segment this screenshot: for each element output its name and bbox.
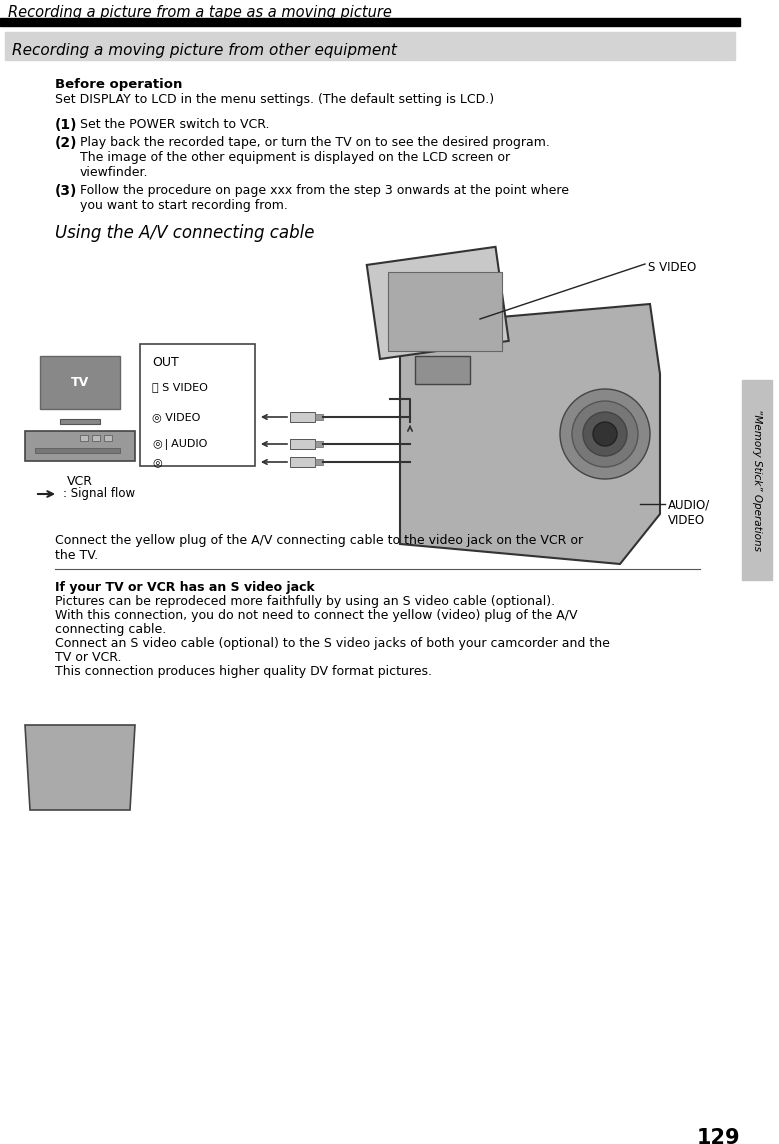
Text: VCR: VCR [67, 475, 93, 488]
Text: Play back the recorded tape, or turn the TV on to see the desired program.: Play back the recorded tape, or turn the… [80, 136, 550, 149]
Text: ◎❘AUDIO: ◎❘AUDIO [152, 439, 207, 450]
Bar [367, 247, 509, 359]
Text: Connect the yellow plug of the A/V connecting cable to the video jack on the VCR: Connect the yellow plug of the A/V conne… [55, 534, 583, 547]
Bar [92, 435, 100, 440]
Text: Follow the procedure on page xxx from the step 3 onwards at the point where: Follow the procedure on page xxx from th… [80, 184, 569, 197]
Text: (1): (1) [55, 118, 77, 132]
Bar [388, 272, 502, 351]
Text: (3): (3) [55, 184, 77, 198]
Text: Set DISPLAY to LCD in the menu settings. (The default setting is LCD.): Set DISPLAY to LCD in the menu settings.… [55, 93, 494, 106]
Bar [104, 435, 112, 440]
Text: viewfinder.: viewfinder. [80, 166, 149, 178]
Text: Before operation: Before operation [55, 78, 182, 92]
Text: If your TV or VCR has an S video jack: If your TV or VCR has an S video jack [55, 581, 315, 594]
Circle shape [560, 389, 650, 479]
Text: Connect an S video cable (optional) to the S video jacks of both your camcorder : Connect an S video cable (optional) to t… [55, 637, 610, 650]
Polygon shape [400, 304, 660, 564]
Text: S VIDEO: S VIDEO [648, 261, 696, 275]
Circle shape [583, 412, 627, 456]
Text: This connection produces higher quality DV format pictures.: This connection produces higher quality … [55, 665, 432, 678]
Text: the TV.: the TV. [55, 549, 98, 562]
Text: Recording a moving picture from other equipment: Recording a moving picture from other eq… [12, 43, 397, 58]
Bar [60, 419, 100, 424]
Bar [25, 431, 135, 461]
Bar [290, 456, 315, 467]
Text: “Memory Stick” Operations: “Memory Stick” Operations [752, 410, 762, 551]
Text: 129: 129 [697, 1128, 741, 1144]
Text: With this connection, you do not need to connect the yellow (video) plug of the : With this connection, you do not need to… [55, 609, 577, 622]
Text: (2): (2) [55, 136, 77, 150]
Text: OUT: OUT [152, 356, 178, 370]
Text: connecting cable.: connecting cable. [55, 623, 166, 636]
Text: The image of the other equipment is displayed on the LCD screen or: The image of the other equipment is disp… [80, 151, 510, 164]
Bar [315, 414, 323, 420]
Bar [315, 459, 323, 464]
Bar [742, 380, 772, 580]
Text: ◎ VIDEO: ◎ VIDEO [152, 412, 200, 422]
Bar [290, 439, 315, 448]
Text: TV or VCR.: TV or VCR. [55, 651, 122, 664]
Bar [315, 440, 323, 447]
Text: Pictures can be reprodeced more faithfully by using an S video cable (optional).: Pictures can be reprodeced more faithful… [55, 595, 555, 607]
Text: Ⓣ S VIDEO: Ⓣ S VIDEO [152, 382, 208, 392]
Polygon shape [25, 725, 135, 810]
Bar [35, 448, 120, 453]
Circle shape [572, 402, 638, 467]
Bar [140, 344, 255, 466]
Text: ◎: ◎ [152, 456, 162, 467]
Text: AUDIO/
VIDEO: AUDIO/ VIDEO [668, 499, 710, 527]
Text: : Signal flow: : Signal flow [63, 487, 135, 500]
Bar [290, 412, 315, 422]
Text: Recording a picture from a tape as a moving picture: Recording a picture from a tape as a mov… [8, 5, 392, 19]
Bar [5, 32, 735, 59]
Bar [415, 356, 470, 384]
Text: you want to start recording from.: you want to start recording from. [80, 199, 288, 212]
Circle shape [593, 422, 617, 446]
Text: TV: TV [71, 375, 89, 389]
Bar [40, 356, 120, 410]
Bar [80, 435, 88, 440]
Bar [0, 18, 740, 26]
Text: Using the A/V connecting cable: Using the A/V connecting cable [55, 224, 315, 243]
Text: Set the POWER switch to VCR.: Set the POWER switch to VCR. [80, 118, 270, 132]
